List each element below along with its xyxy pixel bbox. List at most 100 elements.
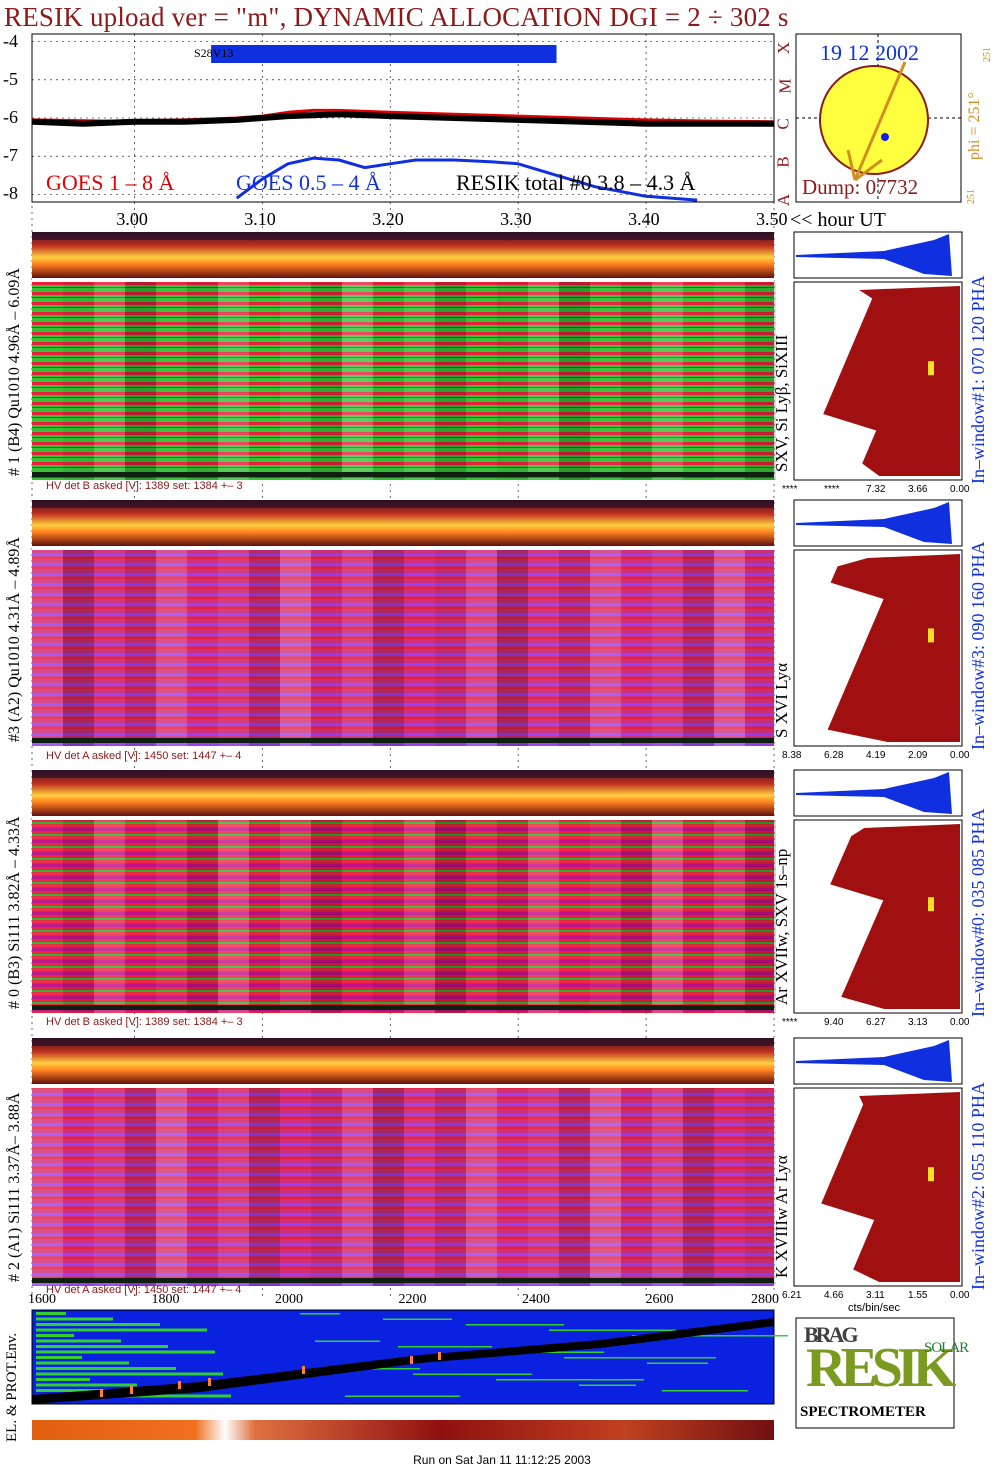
spectrogram-column (32, 550, 63, 746)
ytick-label: -8 (3, 183, 18, 204)
orbit-green-band (662, 1390, 748, 1392)
orbit-xtick-label: 1800 (151, 1292, 180, 1307)
band-gap-p4 (32, 1084, 774, 1088)
spectrogram-column (156, 282, 187, 480)
spectrogram-column (156, 1088, 187, 1286)
spectrogram-column (125, 1088, 156, 1286)
orbit-green-band (413, 1373, 532, 1375)
orbit-green-band (36, 1367, 176, 1370)
series-line-2 (31, 111, 774, 127)
spectrogram-column (621, 282, 652, 480)
ytick-label: -7 (3, 145, 18, 166)
orbit-green-band (36, 1317, 113, 1321)
series-line-1 (235, 156, 698, 202)
sun-dump: Dump: 07732 (802, 175, 919, 199)
sun-phi-bottom: 251 (966, 189, 977, 204)
sun-date: 19 12 2002 (820, 40, 919, 65)
flag-bar-label: S28V13 (194, 46, 234, 60)
orbit-xtick-label: 2000 (275, 1292, 303, 1307)
spectrogram-column (497, 550, 528, 746)
panel-label-p4: # 2 (A1) Si111 3.37Å– 3.88Å (6, 1092, 23, 1282)
pha-tick-p3: 3.13 (908, 1017, 928, 1028)
pha-histogram-p2 (796, 502, 952, 544)
pha-tick-p3: 0.00 (950, 1017, 970, 1028)
legend-goes-short: GOES 0.5 – 4 Å (236, 170, 381, 195)
band-noise-p2 (32, 500, 774, 508)
spectrogram-column (745, 282, 776, 480)
pha-tick-p4: 6.21 (782, 1290, 802, 1301)
x-unit-label: << hour UT (790, 209, 886, 231)
spectrogram-column (218, 282, 249, 480)
band-noise-p1 (32, 232, 774, 240)
pha-window-marker-p2 (928, 628, 934, 643)
spectrogram-column (94, 1088, 125, 1286)
pha-tick-p3: **** (782, 1017, 798, 1028)
spectrogram-column (435, 820, 466, 1013)
xtick-label: 3.00 (116, 209, 148, 229)
sun-disk (819, 65, 929, 175)
spectrogram-column (218, 1088, 249, 1286)
pha-window-marker-p3 (928, 897, 934, 912)
orbit-marker (302, 1366, 305, 1374)
goes-class-letter: X (774, 41, 794, 54)
spectrogram-column (683, 550, 714, 746)
spectrogram-column (590, 1088, 621, 1286)
logo-resik: RESIK (806, 1337, 956, 1399)
orbit-marker (208, 1378, 211, 1386)
orbit-green-band (496, 1379, 644, 1381)
spectrogram-column (497, 820, 528, 1013)
ytick-label: -4 (3, 30, 18, 51)
logo-brag: BRAG (804, 1322, 859, 1347)
spectrogram-column (435, 550, 466, 746)
orbit-xtick-label: 1600 (28, 1292, 56, 1307)
spectrogram-column (714, 550, 745, 746)
spectrogram-column (404, 1088, 435, 1286)
spectrogram-column (32, 820, 63, 1013)
spectrogram-bottom-p4 (32, 1278, 774, 1283)
orbit-green-band (36, 1334, 74, 1337)
spectrogram-column (249, 820, 280, 1013)
orbit-green-band (36, 1345, 168, 1348)
orbit-green-band (315, 1340, 380, 1342)
spectrogram-p2 (32, 550, 774, 746)
panel-window-p2: In–window#3: 090 160 PHA (968, 541, 988, 750)
spectrogram-column (94, 550, 125, 746)
spectrogram-column (280, 282, 311, 480)
panel-lines-p2: S XVI Lyα (772, 662, 791, 738)
spectrogram-column (466, 550, 497, 746)
sun-target-point (881, 133, 889, 141)
pha-tick-p2: 4.19 (866, 750, 886, 761)
pha-unit: cts/bin/sec (848, 1302, 900, 1314)
spectrogram-bottom-p2 (32, 738, 774, 743)
orbit-green-band (549, 1329, 676, 1331)
spectrogram-column (94, 282, 125, 480)
orbit-xtick-label: 2800 (751, 1292, 779, 1307)
sun-phi-top: 251 (982, 47, 993, 62)
orbit-green-band (36, 1328, 207, 1332)
spectrogram-column (218, 820, 249, 1013)
logo-solar: SOLAR (924, 1340, 969, 1356)
pha-tick-p2: 6.28 (824, 750, 844, 761)
orbit-green-band (36, 1350, 215, 1354)
spectrogram-column (652, 282, 683, 480)
pha-tick-p3: 6.27 (866, 1017, 886, 1028)
orbit-marker (178, 1381, 181, 1389)
logo-frame (795, 1317, 955, 1429)
pha-tick-p1: 3.66 (908, 484, 928, 495)
band-noise-p3 (32, 770, 774, 778)
pha-window-marker-p1 (928, 361, 934, 376)
pha-window-marker-p4 (928, 1167, 934, 1182)
panel-window-p3: In–window#0: 035 085 PHA (968, 808, 988, 1017)
xtick-label: 3.20 (372, 209, 404, 229)
goes-class-letter: B (773, 156, 793, 168)
spectrogram-column (559, 550, 590, 746)
spectrogram-column (63, 550, 94, 746)
orbit-green-band (466, 1324, 564, 1326)
orbit-track (32, 1318, 774, 1404)
pha-tick-p2: 8.38 (782, 750, 802, 761)
page-title: RESIK upload ver = "m", DYNAMIC ALLOCATI… (4, 2, 789, 32)
orbit-xtick-label: 2400 (522, 1292, 550, 1307)
spectrogram-column (590, 282, 621, 480)
panel-label-p1: # 1 (B4) Qu1010 4.96Å – 6.09Å (6, 268, 23, 476)
